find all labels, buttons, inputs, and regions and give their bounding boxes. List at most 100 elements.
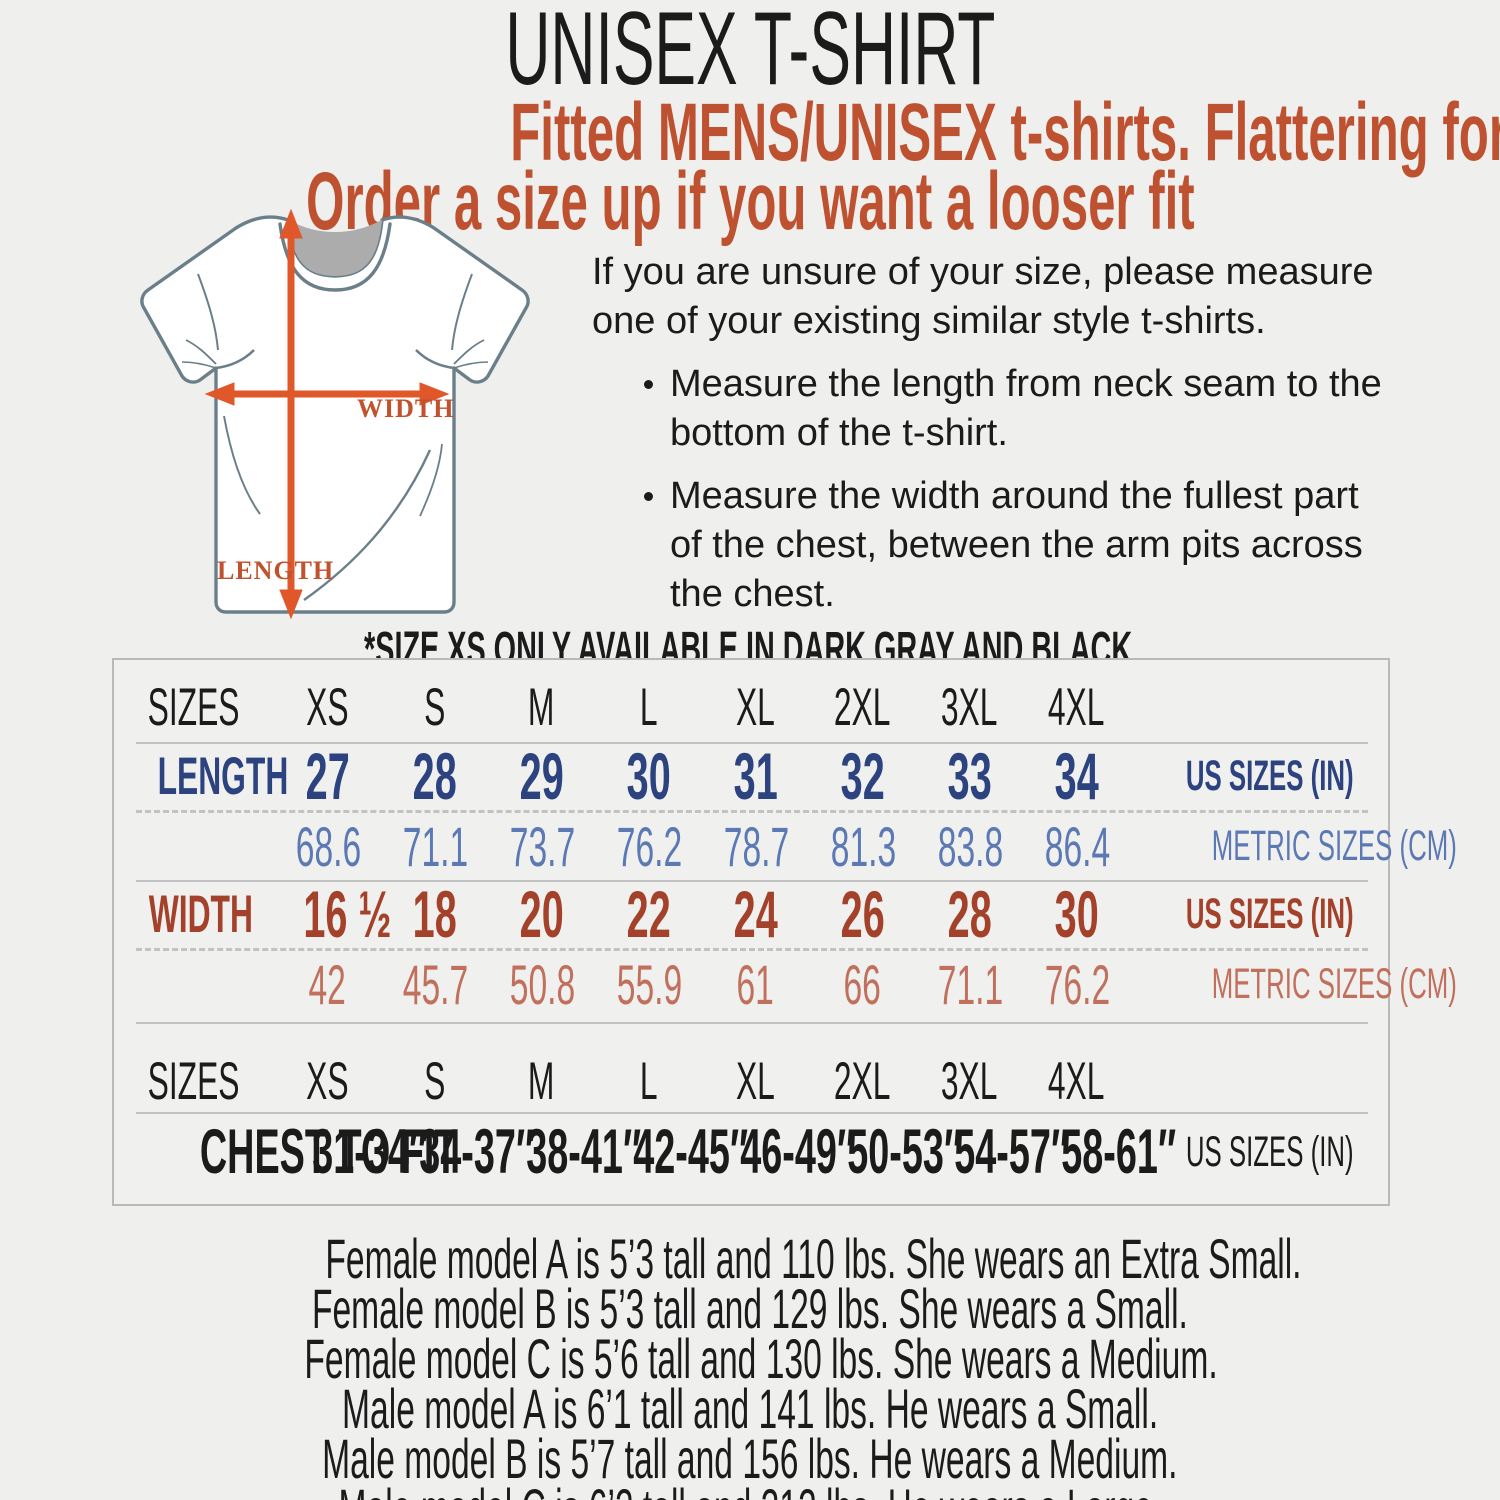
model-note-2: Female model B is 5’3 tall and 129 lbs. …: [312, 1277, 1188, 1340]
model-note-1: Female model A is 5’3 tall and 110 lbs. …: [325, 1227, 1302, 1290]
width-cm-4xl: 76.2: [1044, 952, 1111, 1016]
header2-size-l: L: [639, 1051, 658, 1111]
width-cm-xs: 42: [308, 952, 347, 1016]
instructions-bullet-list: Measure the length from neck seam to the…: [592, 360, 1392, 619]
width-cm-3xl: 71.1: [937, 952, 1004, 1016]
model-note-5: Male model B is 5’7 tall and 156 lbs. He…: [322, 1427, 1178, 1490]
header2-size-xl: XL: [736, 1051, 775, 1111]
table-row-width-us: WIDTH 16 ½ 18 20 22 24 26 28 30 US SIZES…: [114, 877, 1392, 951]
page-title-text: UNISEX T-SHIRT: [504, 0, 996, 107]
chest-s: 34-37″: [419, 1117, 535, 1187]
table-row-width-metric: 42 45.7 50.8 55.9 61 66 71.1 76.2 METRIC…: [114, 953, 1457, 1016]
tshirt-crease-diagonal-2: [419, 443, 443, 517]
tshirt-crease-armpit-left: [185, 339, 217, 365]
length-us-2xl: 32: [840, 739, 885, 813]
length-cm-2xl: 81.3: [830, 814, 897, 878]
width-us-l: 22: [626, 877, 671, 951]
length-us-m: 29: [519, 739, 564, 813]
chest-xs: 31-34″: [312, 1117, 428, 1187]
width-metric-units: METRIC SIZES (CM): [1211, 959, 1457, 1008]
divider-dashed: [136, 810, 1368, 813]
chest-units: US SIZES (IN): [1185, 1127, 1354, 1176]
width-us-xs: 16 ½: [303, 877, 392, 951]
tshirt-crease-armpit-right: [453, 339, 485, 365]
header-size-xl: XL: [736, 677, 775, 737]
chest-4xl: 58-61″: [1061, 1117, 1177, 1187]
divider-dashed: [136, 948, 1368, 951]
width-us-3xl: 28: [947, 877, 992, 951]
bullet-text: Measure the length from neck seam to the…: [670, 363, 1382, 454]
length-us-l: 30: [626, 739, 671, 813]
divider: [136, 1022, 1368, 1024]
tshirt-diagram: WIDTH LENGTH: [120, 198, 550, 638]
divider: [136, 742, 1368, 744]
width-us-m: 20: [519, 877, 564, 951]
divider: [136, 1112, 1368, 1114]
header2-size-3xl: 3XL: [941, 1051, 998, 1111]
chest-l: 42-45″: [633, 1117, 749, 1187]
width-cm-l: 55.9: [616, 952, 683, 1016]
header2-size-xs: XS: [306, 1051, 349, 1111]
row-label-chest-to-fit: CHEST TO FIT: [199, 1117, 458, 1187]
width-cm-m: 50.8: [509, 952, 576, 1016]
row-label-width: WIDTH: [148, 884, 253, 944]
subtitle-line-2: Order a size up if you want a looser fit: [305, 156, 1195, 247]
row-label-length: LENGTH: [157, 746, 289, 806]
length-us-xs: 27: [305, 739, 350, 813]
tshirt-sleeve-seam-left: [215, 349, 255, 370]
page-title: UNISEX T-SHIRT: [0, 0, 1500, 107]
length-us-xl: 31: [733, 739, 778, 813]
table-row-length-metric: 68.6 71.1 73.7 76.2 78.7 81.3 83.8 86.4 …: [114, 815, 1457, 878]
instructions-intro: If you are unsure of your size, please m…: [592, 251, 1374, 342]
chest-m: 38-41″: [526, 1117, 642, 1187]
header2-size-4xl: 4XL: [1048, 1051, 1105, 1111]
size-chart-table: SIZES XS S M L XL 2XL 3XL 4XL LENGTH 27 …: [112, 658, 1457, 1206]
bullet-icon: [644, 380, 653, 389]
width-us-xl: 24: [733, 877, 778, 951]
header2-label-sizes: SIZES: [148, 1051, 240, 1111]
chest-xl: 46-49″: [740, 1117, 856, 1187]
length-cm-s: 71.1: [402, 814, 469, 878]
length-cm-l: 76.2: [616, 814, 683, 878]
header-size-s: S: [423, 677, 446, 737]
header-size-2xl: 2XL: [834, 677, 891, 737]
tshirt-crease-shoulder-left: [197, 273, 219, 351]
tshirt-crease-armpit-left-2: [181, 361, 217, 369]
tshirt-crease-armpit-right-2: [453, 361, 489, 369]
header-size-xs: XS: [306, 677, 349, 737]
bullet-text: Measure the width around the fullest par…: [670, 475, 1363, 615]
width-us-2xl: 26: [840, 877, 885, 951]
measuring-instructions: If you are unsure of your size, please m…: [592, 248, 1392, 633]
header-size-4xl: 4XL: [1048, 677, 1105, 737]
tshirt-crease-side-left: [223, 415, 261, 515]
table-row-sizes-header: SIZES XS S M L XL 2XL 3XL 4XL: [114, 676, 1392, 738]
length-cm-4xl: 86.4: [1044, 814, 1111, 878]
width-us-s: 18: [412, 877, 457, 951]
subtitle-line-1: Fitted MENS/UNISEX t-shirts. Flattering …: [510, 87, 1500, 178]
width-us-units: US SIZES (IN): [1185, 889, 1354, 938]
table-row-sizes-header-2: SIZES XS S M L XL 2XL 3XL 4XL: [114, 1050, 1392, 1112]
header2-size-m: M: [528, 1051, 555, 1111]
header2-size-2xl: 2XL: [834, 1051, 891, 1111]
length-us-units: US SIZES (IN): [1185, 751, 1354, 800]
model-note-4: Male model A is 6’1 tall and 141 lbs. He…: [341, 1377, 1159, 1440]
width-cm-2xl: 66: [843, 952, 882, 1016]
table-row-chest-to-fit: CHEST TO FIT 31-34″ 34-37″ 38-41″ 42-45″…: [114, 1117, 1392, 1187]
length-metric-units: METRIC SIZES (CM): [1211, 821, 1457, 870]
length-us-4xl: 34: [1054, 739, 1099, 813]
header-label-sizes: SIZES: [148, 677, 240, 737]
header-size-m: M: [528, 677, 555, 737]
width-label: WIDTH: [357, 394, 455, 423]
width-us-4xl: 30: [1054, 877, 1099, 951]
length-us-s: 28: [412, 739, 457, 813]
width-arrow: [204, 382, 450, 406]
header-size-3xl: 3XL: [941, 677, 998, 737]
header-size-l: L: [639, 677, 658, 737]
table-row-length-us: LENGTH 27 28 29 30 31 32 33 34 US SIZES …: [114, 739, 1392, 813]
length-label: LENGTH: [217, 556, 335, 585]
model-notes: Female model A is 5’3 tall and 110 lbs. …: [0, 1227, 1500, 1500]
model-note-6: Male model C is 6’2 tall and 212 lbs, He…: [338, 1481, 1162, 1500]
header2-size-s: S: [423, 1051, 446, 1111]
chest-2xl: 50-53″: [847, 1117, 963, 1187]
